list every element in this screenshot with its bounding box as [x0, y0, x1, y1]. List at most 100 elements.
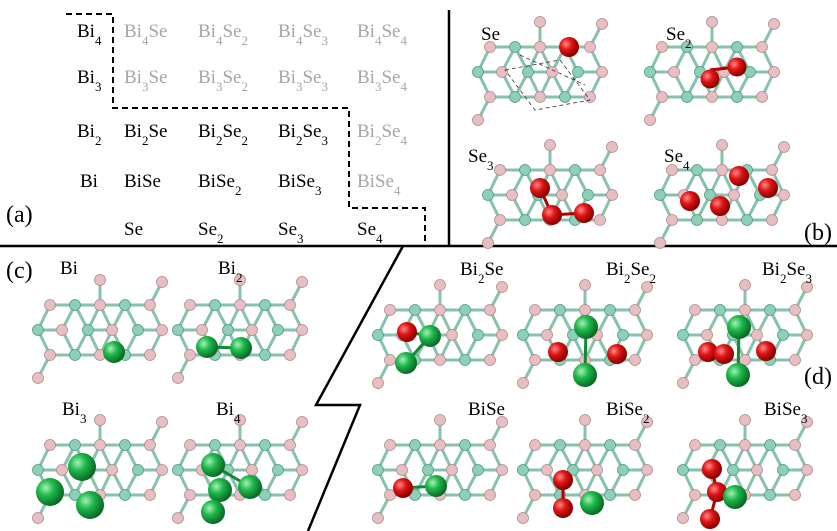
- cluster-label-bi3: Bi3: [62, 399, 86, 426]
- cluster-label-bise2: BiSe2: [606, 399, 649, 426]
- se-atom: [548, 342, 568, 362]
- cell-bi4se: Bi4Se: [124, 21, 167, 48]
- col-se3: Se3: [278, 219, 304, 246]
- cluster-label-se: Se: [481, 24, 500, 45]
- cluster-bi2se: Bi2Se: [371, 259, 509, 390]
- cluster-bi2se3: Bi2Se3: [676, 259, 814, 390]
- cluster-label-se3: Se3: [468, 146, 494, 173]
- cluster-se: Se: [471, 15, 609, 127]
- se-atom: [710, 196, 730, 216]
- cluster-label-bi: Bi: [60, 258, 78, 279]
- cell-bi2se2: Bi2Se2: [198, 121, 248, 148]
- panel-label-a: (a): [6, 202, 33, 228]
- se-atom: [727, 57, 747, 77]
- bi-atom: [36, 478, 64, 506]
- col-se4: Se4: [357, 219, 383, 246]
- bi-atom: [723, 485, 747, 509]
- se-atom: [553, 498, 573, 518]
- panel-c: Bi Bi2 Bi3 Bi4 (c): [6, 258, 309, 525]
- bi-atom: [727, 315, 751, 339]
- bi-atom: [395, 352, 417, 374]
- cell-bise: BiSe: [124, 171, 161, 192]
- bi-atom: [425, 475, 447, 497]
- cluster-bi3: Bi3: [31, 399, 169, 525]
- se-atom: [607, 344, 627, 364]
- panel-label-c: (c): [6, 258, 33, 284]
- bi-atom: [574, 315, 598, 339]
- panel-b: Se Se2 Se3 Se4 (b): [468, 15, 832, 250]
- cluster-bise2: BiSe2: [516, 399, 654, 525]
- cell-bi2se3: Bi2Se3: [278, 121, 328, 148]
- col-se2: Se2: [198, 219, 224, 246]
- boundary-line: [66, 13, 426, 244]
- se-atom: [680, 191, 700, 211]
- cluster-bi: Bi: [31, 258, 169, 385]
- cluster-se3: Se3: [468, 138, 619, 250]
- se-atom: [542, 205, 562, 225]
- cell-bise3: BiSe3: [278, 171, 321, 198]
- cell-bi2se4: Bi2Se4: [357, 121, 407, 148]
- cluster-bi4: Bi4: [171, 399, 309, 525]
- bi-atom: [196, 336, 218, 358]
- bi-atom: [419, 325, 441, 347]
- se-atom: [393, 478, 413, 498]
- cluster-bise: BiSe: [371, 399, 509, 525]
- se-atom: [530, 178, 550, 198]
- bi-atom: [580, 491, 604, 515]
- se-atom: [700, 509, 720, 529]
- se-atom: [702, 459, 722, 479]
- cluster-label-bi2se: Bi2Se: [460, 259, 503, 286]
- se-atom: [559, 37, 579, 57]
- separator-cd: [306, 245, 405, 531]
- cluster-label-bi2: Bi2: [218, 258, 242, 285]
- cell-bise4: BiSe4: [357, 171, 401, 198]
- cell-bi3se2: Bi3Se2: [198, 67, 248, 94]
- se-atom: [553, 470, 573, 490]
- cell-bi3se3: Bi3Se3: [278, 67, 328, 94]
- cell-bi4: Bi4: [77, 21, 102, 48]
- cell-bise2: BiSe2: [198, 171, 241, 198]
- cluster-label-bi2se3: Bi2Se3: [762, 259, 812, 286]
- cluster-bise3: BiSe3: [676, 399, 814, 529]
- se-atom: [758, 178, 778, 198]
- bi-atom: [238, 475, 262, 499]
- cell-bi4se4: Bi4Se4: [357, 21, 407, 48]
- bi-atom: [201, 453, 225, 477]
- panel-a: Bi4 Bi4Se Bi4Se2 Bi4Se3 Bi4Se4 Bi3 Bi3Se…: [6, 13, 426, 246]
- cluster-label-bise: BiSe: [468, 399, 505, 420]
- panel-d: Bi2Se Bi2Se2 Bi2Se3 BiSe: [371, 259, 832, 529]
- cluster-bi2: Bi2: [171, 258, 309, 385]
- col-se: Se: [124, 219, 143, 240]
- cell-bi3se: Bi3Se: [124, 67, 167, 94]
- bi-atom: [573, 363, 597, 387]
- se-atom: [707, 482, 727, 502]
- se-atom: [756, 341, 776, 361]
- cluster-label-bi4: Bi4: [216, 399, 241, 426]
- panel-label-b: (b): [804, 220, 832, 246]
- panel-label-d: (d): [804, 364, 832, 390]
- cluster-bi2se2: Bi2Se2: [516, 259, 656, 390]
- bi-atom: [68, 453, 96, 481]
- cell-bi2: Bi2: [77, 121, 101, 148]
- bi-atom: [103, 341, 125, 363]
- cluster-label-bise3: BiSe3: [764, 399, 807, 426]
- bi-atom: [76, 491, 104, 519]
- cluster-se2: Se2: [643, 15, 781, 127]
- bi-atom: [208, 478, 232, 502]
- cell-bi3: Bi3: [77, 67, 101, 94]
- se-atom: [397, 322, 417, 342]
- se-atom: [714, 344, 734, 364]
- bi-atom: [201, 500, 225, 524]
- cell-bi3se4: Bi3Se4: [357, 67, 407, 94]
- bi-atom: [726, 363, 750, 387]
- se-atom: [700, 69, 720, 89]
- se-atom: [574, 203, 594, 223]
- cell-bi4se2: Bi4Se2: [198, 21, 248, 48]
- cluster-se4: Se4: [653, 138, 791, 250]
- cell-bi: Bi: [80, 171, 98, 192]
- panel-separators: [0, 10, 837, 531]
- cell-bi4se3: Bi4Se3: [278, 21, 328, 48]
- se-atom: [729, 166, 749, 186]
- se-atom: [698, 342, 718, 362]
